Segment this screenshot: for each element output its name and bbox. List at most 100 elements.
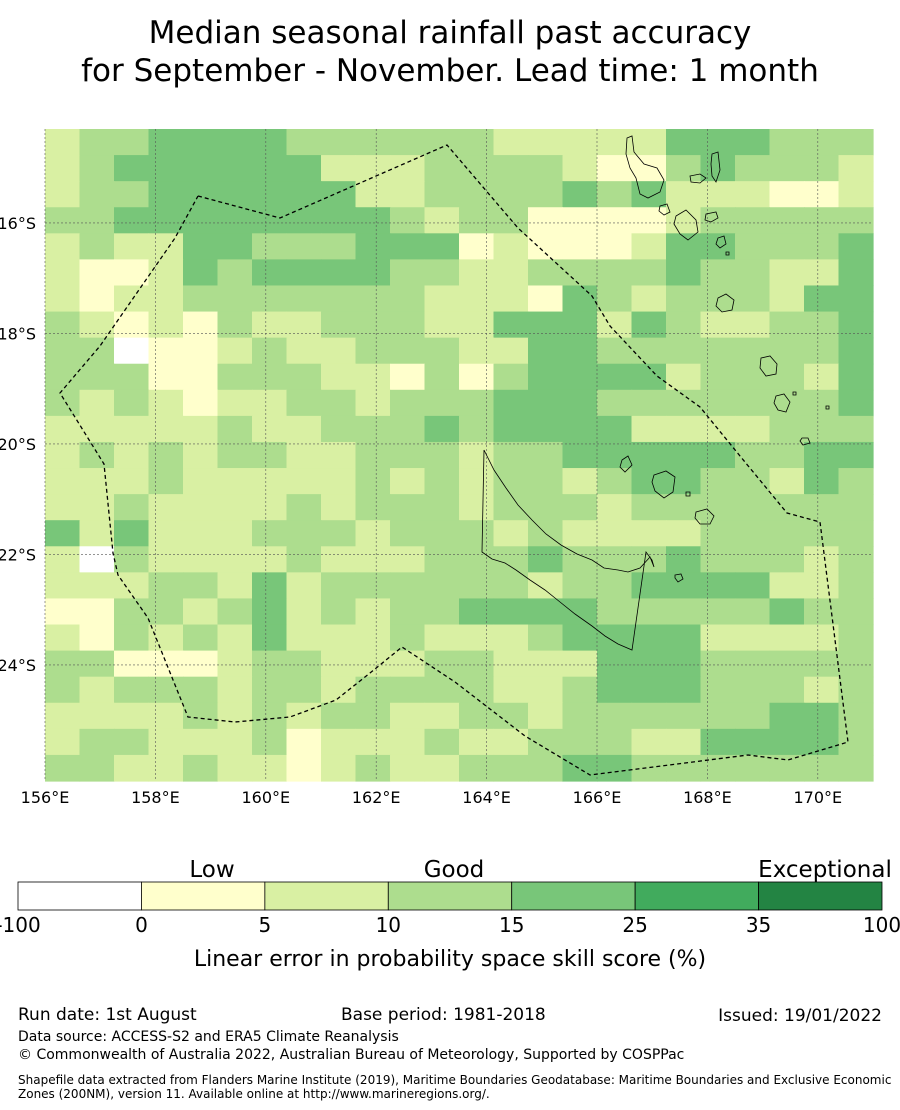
base-period: Base period: 1981-2018 [341, 1005, 546, 1025]
heatmap-cell [355, 702, 391, 730]
heatmap-cell [424, 337, 460, 365]
heatmap-cell [528, 207, 564, 234]
heatmap-cell [838, 129, 874, 156]
skill-map: 156°E 158°E 160°E 162°E 164°E 166°E 168°E 170°E… [0, 129, 874, 807]
heatmap-cell [528, 389, 564, 417]
heatmap-cell [79, 754, 115, 782]
heatmap-cell [735, 233, 771, 260]
heatmap-cell [493, 650, 529, 678]
heatmap-cell [321, 337, 357, 365]
heatmap-cell [390, 520, 426, 547]
heatmap-cell [79, 676, 115, 704]
heatmap-cell [390, 415, 426, 443]
colorbar-category-label: Exceptional [758, 857, 892, 883]
heatmap-cell [321, 155, 357, 182]
heatmap-cell [252, 285, 288, 313]
coastline-futuna [825, 405, 830, 410]
heatmap-cell [804, 468, 840, 495]
heatmap-cell [769, 441, 805, 469]
heatmap-cell [597, 572, 633, 600]
skill-heatmap-cells [45, 129, 874, 782]
heatmap-cell [217, 754, 253, 782]
heatmap-cell [148, 702, 184, 730]
heatmap-cell [390, 728, 426, 756]
heatmap-cell [183, 441, 219, 469]
heatmap-cell [355, 233, 391, 260]
heatmap-cell [528, 624, 564, 652]
heatmap-cell [735, 129, 771, 156]
heatmap-cell [735, 155, 771, 182]
heatmap-cell [390, 311, 426, 339]
chart-title: Median seasonal rainfall past accuracy f… [0, 14, 900, 90]
heatmap-cell [528, 728, 564, 756]
heatmap-cell [114, 441, 150, 469]
heatmap-cell [528, 337, 564, 365]
heatmap-cell [528, 311, 564, 339]
heatmap-cell [769, 546, 805, 573]
heatmap-cell [355, 441, 391, 469]
coastline-mare [694, 508, 715, 525]
heatmap-cell [252, 598, 288, 626]
heatmap-cell [459, 650, 495, 678]
heatmap-cell [148, 337, 184, 365]
lat-tick-label: 16°S [0, 214, 36, 233]
heatmap-cell [114, 311, 150, 339]
heatmap-cell [183, 155, 219, 182]
heatmap-cell [148, 285, 184, 313]
heatmap-cell [45, 702, 81, 730]
heatmap-cell [562, 233, 598, 260]
heatmap-cell [459, 441, 495, 469]
heatmap-cell [459, 363, 495, 391]
heatmap-cell [424, 702, 460, 730]
heatmap-cell [700, 155, 736, 182]
heatmap-cell [114, 389, 150, 417]
heatmap-cell [804, 520, 840, 547]
heatmap-cell [666, 598, 702, 626]
heatmap-cell [321, 624, 357, 652]
heatmap-cell [286, 598, 322, 626]
heatmap-cell [390, 337, 426, 365]
heatmap-cell [666, 728, 702, 756]
heatmap-cell [321, 702, 357, 730]
heatmap-cell [321, 259, 357, 287]
heatmap-cell [148, 207, 184, 234]
coastline-ouvea [619, 455, 633, 473]
heatmap-cell [666, 181, 702, 208]
heatmap-cell [286, 676, 322, 704]
heatmap-cell [79, 363, 115, 391]
heatmap-cell [286, 572, 322, 600]
heatmap-cell [217, 546, 253, 573]
heatmap-cell [597, 676, 633, 704]
heatmap-cell [252, 624, 288, 652]
heatmap-cell [355, 650, 391, 678]
heatmap-cell [838, 520, 874, 547]
heatmap-cell [528, 233, 564, 260]
heatmap-cell [597, 389, 633, 417]
coastline-aneityum [799, 437, 811, 446]
heatmap-cell [838, 207, 874, 234]
heatmap-cell [79, 285, 115, 313]
heatmap-cell [390, 259, 426, 287]
heatmap-cell [562, 129, 598, 156]
heatmap-cell [148, 468, 184, 495]
colorbar-block [758, 881, 883, 911]
heatmap-cell [700, 520, 736, 547]
heatmap-cell [217, 702, 253, 730]
heatmap-cell [528, 415, 564, 443]
heatmap-cell [183, 415, 219, 443]
heatmap-cell [459, 337, 495, 365]
heatmap-cell [804, 129, 840, 156]
heatmap-cell [286, 207, 322, 234]
heatmap-cell [321, 415, 357, 443]
heatmap-cell [286, 181, 322, 208]
heatmap-cell [631, 259, 667, 287]
heatmap-cell [390, 676, 426, 704]
heatmap-cell [666, 624, 702, 652]
heatmap-cell [286, 728, 322, 756]
heatmap-cell [45, 598, 81, 626]
heatmap-cell [769, 363, 805, 391]
heatmap-cell [114, 415, 150, 443]
heatmap-cell [562, 598, 598, 626]
heatmap-cell [148, 520, 184, 547]
heatmap-cell [804, 389, 840, 417]
